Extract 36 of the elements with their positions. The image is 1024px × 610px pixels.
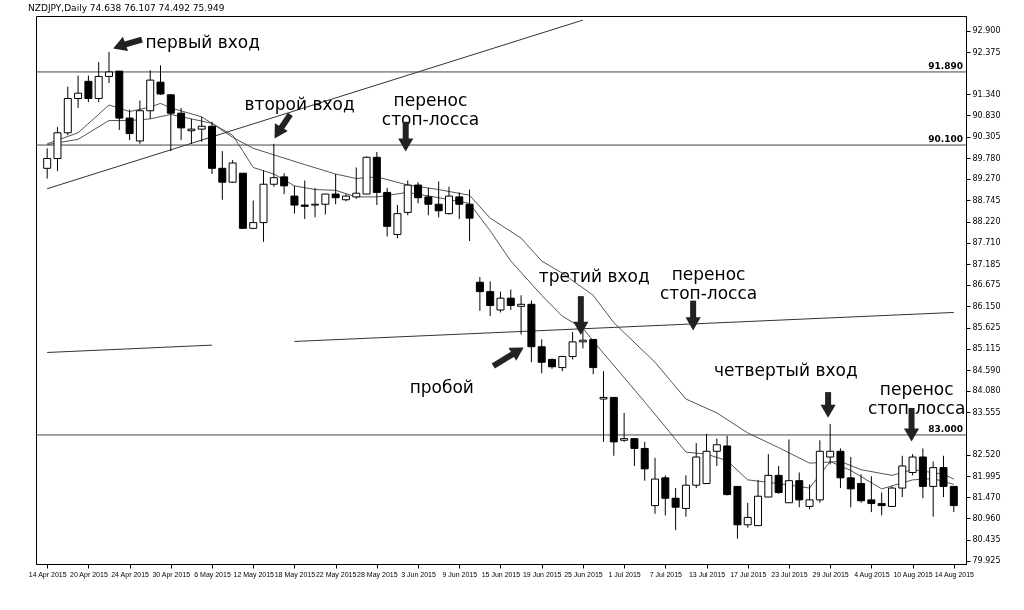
y-tick-label: 81.470 <box>972 492 1001 502</box>
annotation: перенос стоп-лосса <box>659 263 758 303</box>
y-tick-label: 81.995 <box>972 471 1001 481</box>
y-tick-label: 89.270 <box>972 174 1001 184</box>
y-tick-label: 87.710 <box>972 238 1001 248</box>
y-tick-label: 90.305 <box>972 132 1001 142</box>
ref-line-label: 91.890 <box>928 60 963 71</box>
y-tick-label: 90.830 <box>972 110 1001 120</box>
annotation: перенос стоп-лосса <box>381 90 480 130</box>
y-tick-label: 85.625 <box>972 323 1001 333</box>
y-tick-label: 85.115 <box>972 344 1001 354</box>
y-tick-label: 82.520 <box>972 450 1001 460</box>
y-tick-label: 79.925 <box>972 556 1001 566</box>
y-tick-label: 87.185 <box>972 259 1001 269</box>
y-tick-label: 86.675 <box>972 280 1001 290</box>
annotation: четвертый вход <box>714 360 858 381</box>
y-tick-label: 92.900 <box>972 26 1001 36</box>
y-tick-label: 91.340 <box>972 89 1001 99</box>
y-tick-label: 80.435 <box>972 535 1001 545</box>
y-tick-label: 84.080 <box>972 386 1001 396</box>
chart-title: NZDJPY,Daily 74.638 76.107 74.492 75.949 <box>28 3 225 13</box>
y-tick-label: 88.220 <box>972 217 1001 227</box>
ref-line-label: 83.000 <box>928 423 963 434</box>
annotation: третий вход <box>538 265 650 286</box>
y-tick-label: 89.780 <box>972 153 1001 163</box>
ref-line-label: 90.100 <box>928 134 963 145</box>
annotation: перенос стоп-лосса <box>868 379 966 419</box>
annotation: первый вход <box>145 32 260 53</box>
y-tick-label: 86.150 <box>972 301 1001 311</box>
annotation: пробой <box>409 377 474 397</box>
y-tick-label: 83.555 <box>972 407 1001 417</box>
annotation: второй вход <box>244 94 355 115</box>
y-tick-label: 88.745 <box>972 195 1001 205</box>
y-tick-label: 92.375 <box>972 47 1001 57</box>
y-tick-label: 80.960 <box>972 513 1001 523</box>
y-tick-label: 84.590 <box>972 365 1001 375</box>
